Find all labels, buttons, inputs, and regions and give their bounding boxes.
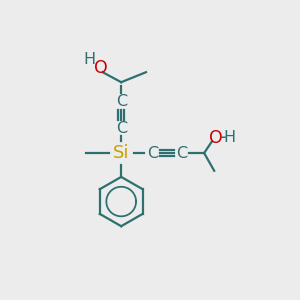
Text: C: C <box>147 146 158 160</box>
Text: H: H <box>83 52 95 67</box>
Text: O: O <box>209 129 223 147</box>
Text: C: C <box>176 146 187 160</box>
Text: C: C <box>116 94 127 109</box>
Text: Si: Si <box>113 144 130 162</box>
Text: C: C <box>116 121 127 136</box>
Text: O: O <box>94 59 108 77</box>
Text: -: - <box>219 128 225 147</box>
Text: H: H <box>224 130 236 145</box>
